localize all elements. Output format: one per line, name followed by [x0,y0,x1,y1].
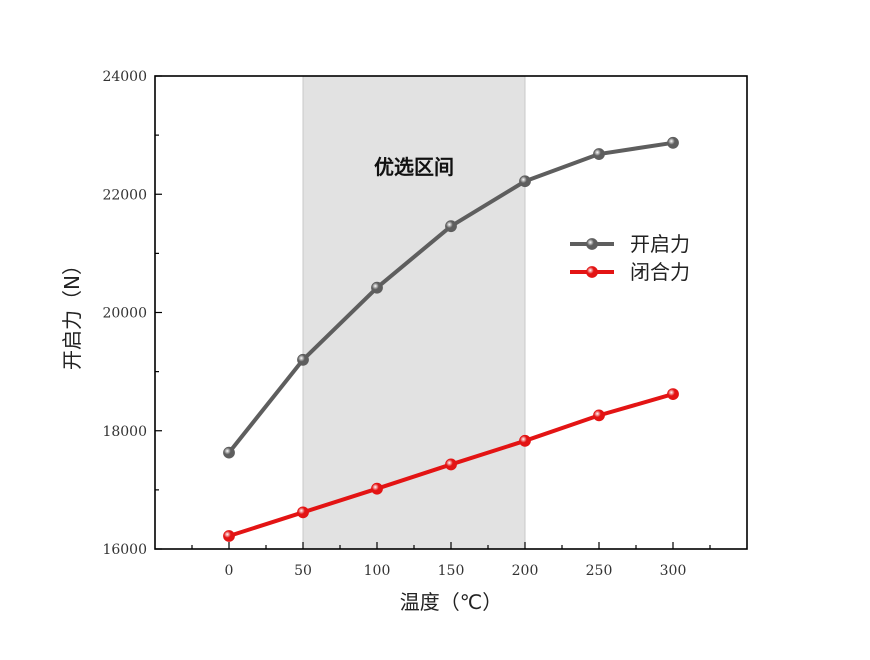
y-tick-label: 20000 [102,306,147,322]
data-point [445,458,457,471]
data-point [519,434,531,447]
x-tick-label: 200 [512,563,539,579]
series-layer [223,136,679,542]
data-point [445,220,457,233]
legend-swatch-marker [586,238,598,250]
y-tick-label: 22000 [102,187,147,203]
highlight-band [302,75,526,550]
legend-item-2: 闭合力 [570,260,690,284]
y-axis-title: 开启力（N） [60,255,84,370]
legend-item-1: 开启力 [570,232,690,256]
series-1 [223,136,679,459]
data-point [371,281,383,294]
data-point [593,409,605,422]
data-point [667,136,679,149]
x-tick-label: 150 [438,563,465,579]
x-axis-title: 温度（℃） [400,590,502,614]
y-tick-label: 24000 [102,69,147,85]
data-point [297,506,309,519]
x-tick-label: 0 [225,563,234,579]
legend-swatch-marker [586,266,598,278]
legend-label: 闭合力 [630,260,690,284]
data-point [593,148,605,160]
data-point [371,482,383,495]
highlight-label: 优选区间 [374,155,454,179]
data-point [223,530,235,542]
y-tick-label: 16000 [102,542,147,558]
data-point [667,388,679,400]
x-axis: 0 50 100 150 200 250 300 [191,542,711,579]
x-tick-label: 100 [364,563,391,579]
x-tick-label: 300 [660,563,687,579]
x-tick-label: 50 [294,563,312,579]
y-tick-label: 18000 [102,424,147,440]
data-point [223,446,235,459]
y-axis: 16000 18000 20000 22000 24000 [102,69,162,558]
series-2 [223,388,679,542]
data-point [519,175,531,188]
x-tick-label: 250 [586,563,613,579]
data-point [297,353,309,366]
legend-label: 开启力 [630,232,690,256]
